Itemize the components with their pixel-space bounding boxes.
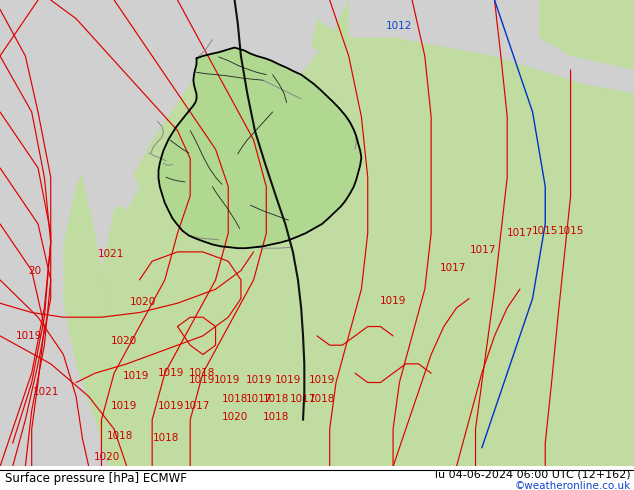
- Text: 1017: 1017: [290, 394, 316, 404]
- Text: 1019: 1019: [245, 375, 272, 385]
- Polygon shape: [311, 19, 349, 56]
- Text: 1018: 1018: [188, 368, 215, 378]
- Text: 1019: 1019: [110, 401, 137, 411]
- Text: 1018: 1018: [107, 431, 134, 441]
- Text: 1017: 1017: [507, 228, 533, 238]
- Text: 1017: 1017: [440, 263, 467, 273]
- Text: 1018: 1018: [221, 394, 248, 404]
- Polygon shape: [178, 0, 349, 102]
- Text: 1020: 1020: [110, 336, 137, 345]
- Text: 1019: 1019: [158, 368, 184, 378]
- Polygon shape: [101, 0, 634, 466]
- Text: 1018: 1018: [309, 394, 335, 404]
- Text: Tu 04-06-2024 06:00 UTC (12+162): Tu 04-06-2024 06:00 UTC (12+162): [433, 470, 631, 480]
- Polygon shape: [349, 0, 634, 93]
- Text: 1020: 1020: [93, 452, 120, 462]
- Text: 1017: 1017: [470, 245, 496, 255]
- Text: 20: 20: [29, 266, 41, 275]
- Text: 1019: 1019: [380, 296, 406, 306]
- Text: Surface pressure [hPa] ECMWF: Surface pressure [hPa] ECMWF: [5, 472, 187, 485]
- Text: 1020: 1020: [129, 297, 156, 307]
- Text: 1019: 1019: [214, 375, 240, 385]
- Text: 1015: 1015: [557, 226, 584, 236]
- Text: 1015: 1015: [532, 226, 559, 236]
- Text: 1019: 1019: [275, 375, 302, 385]
- Text: 1021: 1021: [98, 249, 124, 259]
- Polygon shape: [0, 0, 178, 466]
- Text: ©weatheronline.co.uk: ©weatheronline.co.uk: [515, 481, 631, 490]
- Text: 1019: 1019: [123, 370, 150, 381]
- Text: 1019: 1019: [15, 331, 42, 341]
- Polygon shape: [539, 0, 634, 70]
- Polygon shape: [0, 24, 139, 466]
- Text: 1018: 1018: [262, 413, 289, 422]
- Text: 1019: 1019: [188, 375, 215, 385]
- Text: 1020: 1020: [221, 413, 248, 422]
- Text: 1021: 1021: [32, 387, 59, 397]
- Text: 1019: 1019: [309, 375, 335, 385]
- Text: 1017: 1017: [245, 394, 272, 404]
- Text: 1019: 1019: [158, 401, 184, 411]
- Text: 1017: 1017: [183, 401, 210, 411]
- Text: 1018: 1018: [262, 394, 289, 404]
- Polygon shape: [158, 48, 361, 248]
- Text: 1018: 1018: [153, 434, 179, 443]
- Polygon shape: [89, 149, 139, 210]
- Text: 1012: 1012: [386, 21, 413, 31]
